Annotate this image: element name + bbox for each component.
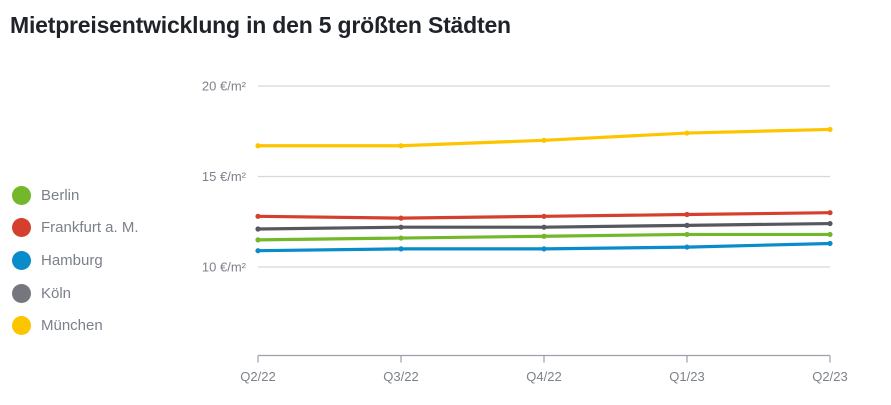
data-point-muenchen-3	[684, 130, 690, 136]
x-axis-tick-label: Q1/23	[669, 369, 704, 384]
data-point-frankfurt-a-m-0	[255, 213, 261, 219]
legend-label-frankfurt: Frankfurt a. M.	[41, 219, 139, 237]
legend-item-koeln: Köln	[12, 277, 139, 310]
data-point-hamburg-2	[541, 246, 547, 252]
y-axis-tick-label: 15 €/m²	[202, 169, 247, 184]
data-point-hamburg-4	[827, 240, 833, 247]
x-axis-tick-label: Q2/23	[812, 369, 847, 384]
data-point-koeln-2	[541, 224, 547, 230]
y-axis-tick-label: 10 €/m²	[202, 260, 247, 275]
data-point-frankfurt-a-m-2	[541, 213, 547, 219]
data-point-hamburg-3	[684, 244, 690, 250]
legend-item-hamburg: Hamburg	[12, 244, 139, 277]
series-line-muenchen	[256, 127, 832, 148]
y-axis-tick-label: 20 €/m²	[202, 79, 247, 94]
legend-item-frankfurt: Frankfurt a. M.	[12, 212, 139, 245]
data-point-muenchen-4	[827, 126, 833, 133]
x-axis-tick-label: Q4/22	[526, 369, 561, 384]
data-point-koeln-1	[398, 224, 404, 230]
legend-item-berlin: Berlin	[12, 179, 139, 212]
x-axis-tick-label: Q2/22	[240, 369, 275, 384]
legend-dot-berlin	[12, 185, 31, 205]
data-point-berlin-3	[684, 231, 690, 238]
legend-dot-hamburg	[12, 250, 31, 270]
data-point-berlin-2	[541, 233, 547, 239]
chart-title: Mietpreisentwicklung in den 5 größten St…	[10, 12, 511, 38]
legend-label-berlin: Berlin	[41, 186, 80, 204]
data-point-frankfurt-a-m-3	[684, 211, 690, 218]
data-point-berlin-1	[398, 235, 404, 241]
data-point-koeln-4	[827, 220, 833, 227]
data-point-muenchen-1	[398, 143, 404, 149]
legend-label-koeln: Köln	[41, 284, 72, 302]
legend-dot-koeln	[12, 283, 31, 303]
legend: Berlin Frankfurt a. M. Hamburg Köln Münc…	[12, 179, 139, 342]
data-point-muenchen-0	[255, 143, 261, 149]
data-point-koeln-0	[255, 226, 261, 232]
data-point-berlin-4	[827, 231, 833, 238]
legend-label-hamburg: Hamburg	[41, 251, 103, 269]
legend-item-muenchen: München	[12, 309, 139, 342]
data-point-frankfurt-a-m-4	[827, 210, 833, 216]
data-point-hamburg-0	[255, 248, 261, 254]
legend-dot-frankfurt	[12, 218, 31, 238]
legend-dot-muenchen	[12, 316, 31, 336]
legend-label-muenchen: München	[41, 317, 103, 335]
x-axis-tick-label: Q3/22	[383, 369, 418, 384]
data-point-frankfurt-a-m-1	[398, 215, 404, 221]
data-point-muenchen-2	[541, 137, 547, 143]
data-point-koeln-3	[684, 222, 690, 228]
data-point-hamburg-1	[398, 246, 404, 252]
x-axis-line	[257, 354, 831, 363]
data-point-berlin-0	[255, 237, 261, 243]
